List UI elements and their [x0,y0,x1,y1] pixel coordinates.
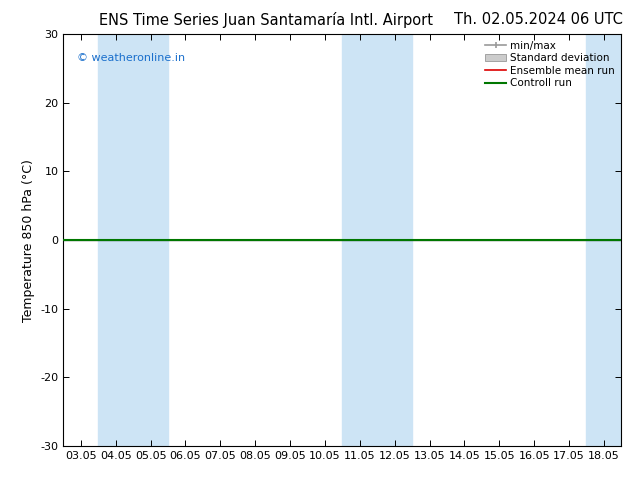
Bar [586,34,621,446]
Bar [98,34,168,446]
Y-axis label: Temperature 850 hPa (°C): Temperature 850 hPa (°C) [22,159,35,321]
Text: ENS Time Series Juan Santamaría Intl. Airport: ENS Time Series Juan Santamaría Intl. Ai… [100,12,433,28]
Text: © weatheronline.in: © weatheronline.in [77,53,186,63]
Text: Th. 02.05.2024 06 UTC: Th. 02.05.2024 06 UTC [455,12,623,27]
Bar [342,34,412,446]
Legend: min/max, Standard deviation, Ensemble mean run, Controll run: min/max, Standard deviation, Ensemble me… [481,36,619,93]
